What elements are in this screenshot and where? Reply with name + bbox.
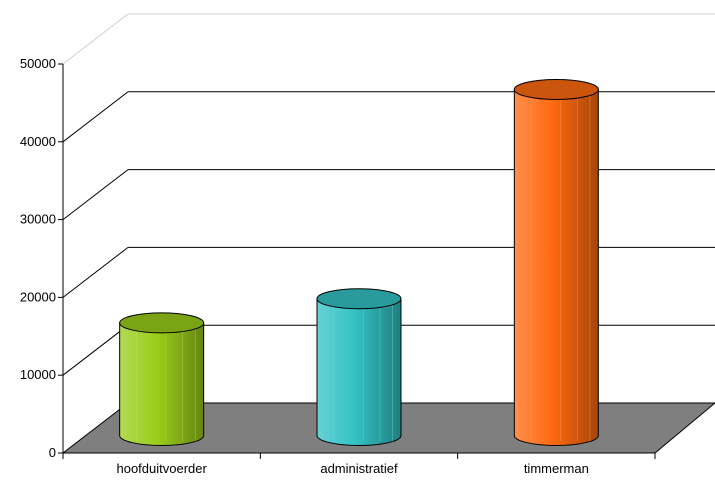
bar-top xyxy=(316,288,402,310)
y-tick-label: 50000 xyxy=(20,56,56,71)
y-tick-label: 10000 xyxy=(20,367,56,382)
y-tick-label: 40000 xyxy=(20,134,56,149)
y-tick-label: 0 xyxy=(49,445,56,460)
bar-top xyxy=(513,78,599,100)
y-tick-label: 30000 xyxy=(20,212,56,227)
x-axis: hoofduitvoerder administratief timmerman xyxy=(62,452,656,476)
chart-back-wall xyxy=(62,13,715,376)
y-axis: 0 10000 20000 30000 40000 50000 xyxy=(20,56,64,460)
x-tick-label: hoofduitvoerder xyxy=(116,461,207,476)
bar-body xyxy=(513,88,599,446)
bar-body xyxy=(316,298,402,446)
bar-body xyxy=(119,322,205,446)
gridline-side xyxy=(62,91,129,143)
bar-hoofduitvoerder xyxy=(119,312,205,446)
bar-timmerman xyxy=(513,78,599,446)
gridline-side xyxy=(62,247,129,298)
gridline-side xyxy=(62,169,129,220)
x-tick-label: administratief xyxy=(320,461,398,476)
bars xyxy=(119,78,599,446)
x-tick-label: timmerman xyxy=(524,461,589,476)
gridline-side xyxy=(62,324,129,376)
bar-top xyxy=(119,312,205,334)
gridline-side xyxy=(62,13,129,65)
y-tick-label: 20000 xyxy=(20,289,56,304)
bar-administratief xyxy=(316,288,402,446)
